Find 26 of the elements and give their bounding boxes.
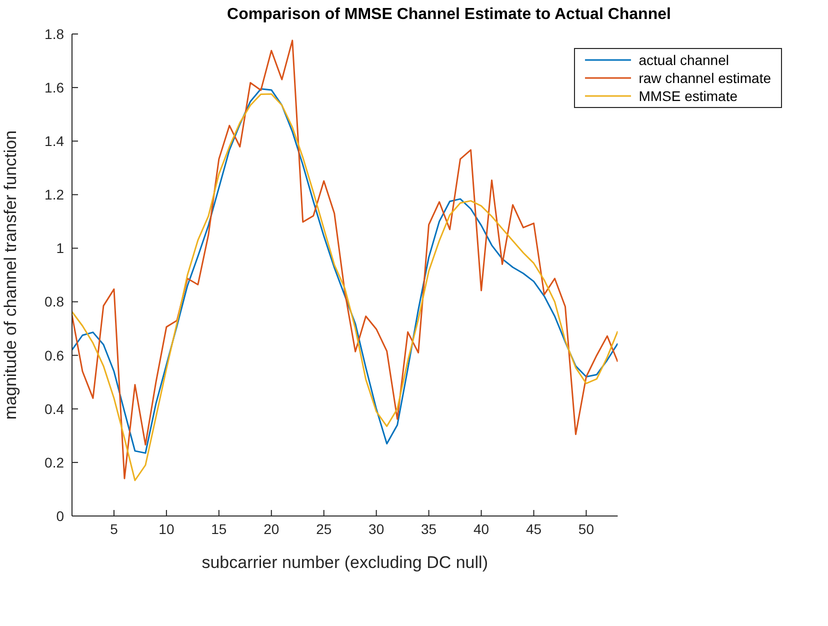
y-tick-label: 0.6 bbox=[44, 347, 64, 364]
y-tick-label: 1.4 bbox=[44, 133, 64, 150]
x-tick-label: 45 bbox=[526, 520, 542, 537]
x-tick-label: 20 bbox=[264, 520, 280, 537]
x-tick-label: 10 bbox=[158, 520, 174, 537]
x-tick-label: 25 bbox=[316, 520, 332, 537]
x-tick-label: 30 bbox=[368, 520, 384, 537]
y-tick-label: 0.4 bbox=[44, 400, 64, 417]
x-tick-label: 40 bbox=[473, 520, 490, 537]
y-tick-label: 1.2 bbox=[44, 186, 64, 203]
y-tick-label: 1.8 bbox=[44, 26, 64, 42]
legend-label: MMSE estimate bbox=[638, 87, 738, 105]
legend-label: raw channel estimate bbox=[638, 69, 771, 87]
y-tick-label: 1 bbox=[56, 240, 64, 256]
x-tick-label: 15 bbox=[211, 520, 227, 537]
y-tick-label: 1.6 bbox=[44, 80, 64, 96]
y-axis-title: magnitude of channel transfer function bbox=[1, 130, 20, 420]
legend-label: actual channel bbox=[638, 51, 729, 69]
x-tick-label: 35 bbox=[421, 520, 437, 537]
x-tick-label: 50 bbox=[578, 520, 594, 537]
chart-title: Comparison of MMSE Channel Estimate to Actual Channel bbox=[226, 6, 672, 24]
y-tick-label: 0.8 bbox=[44, 294, 64, 310]
y-tick-label: 0.2 bbox=[44, 454, 64, 470]
x-tick-label: 5 bbox=[110, 520, 118, 537]
y-tick-label: 0 bbox=[56, 508, 64, 524]
x-axis-title: subcarrier number (excluding DC null) bbox=[202, 553, 488, 572]
